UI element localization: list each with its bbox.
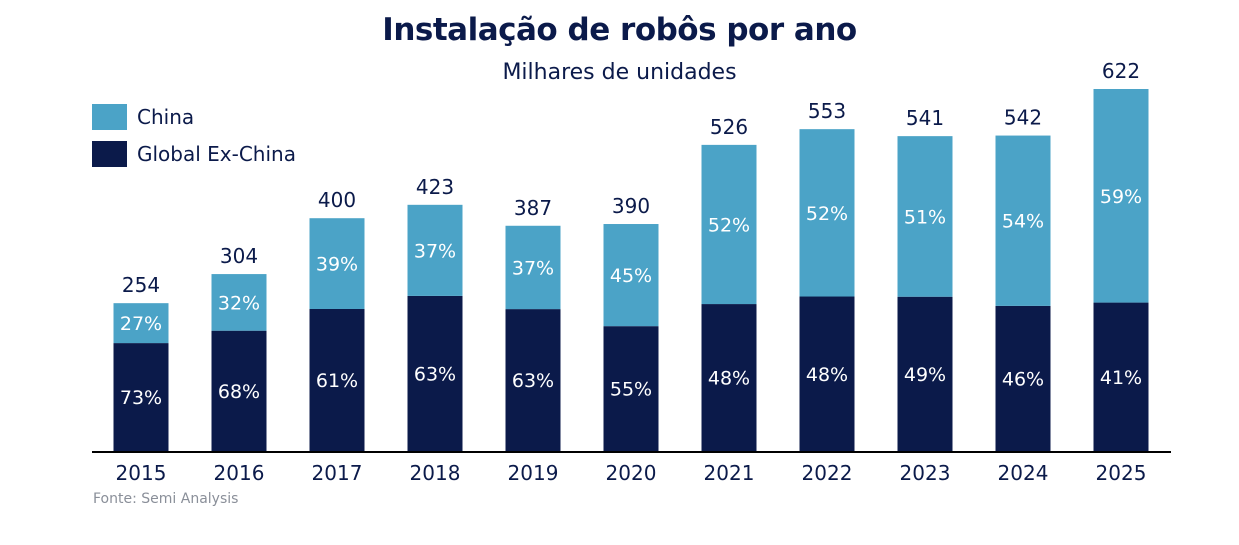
bar-china-2015 — [113, 303, 169, 344]
total-label-2023: 541 — [906, 106, 944, 130]
total-label-2018: 423 — [416, 175, 454, 199]
data-label-global-ex-china-2021: 48% — [708, 368, 750, 390]
x-tick-label-2019: 2019 — [508, 461, 559, 485]
x-tick-label-2017: 2017 — [312, 461, 363, 485]
bar-global-ex-china-2023 — [897, 296, 953, 451]
x-tick-label-2015: 2015 — [116, 461, 167, 485]
total-label-2019: 387 — [514, 196, 552, 220]
data-label-china-2023: 51% — [904, 206, 946, 228]
bar-china-2018 — [407, 204, 463, 296]
data-label-china-2025: 59% — [1100, 186, 1142, 208]
total-label-2016: 304 — [220, 244, 258, 268]
bar-global-ex-china-2019 — [505, 309, 561, 451]
legend-item-china: China — [92, 98, 296, 135]
bar-global-ex-china-2022 — [799, 296, 855, 451]
bar-global-ex-china-2025 — [1093, 302, 1149, 451]
bar-china-2022 — [799, 129, 855, 297]
data-label-global-ex-china-2020: 55% — [610, 379, 652, 401]
x-tick-label-2016: 2016 — [214, 461, 265, 485]
total-label-2024: 542 — [1004, 106, 1042, 130]
total-label-2025: 622 — [1102, 59, 1140, 83]
bar-china-2025 — [1093, 89, 1149, 303]
bar-global-ex-china-2016 — [211, 330, 267, 451]
x-tick-label-2022: 2022 — [802, 461, 853, 485]
data-label-china-2022: 52% — [806, 203, 848, 225]
legend-label-china: China — [137, 104, 195, 129]
x-tick-label-2025: 2025 — [1096, 461, 1147, 485]
x-tick-label-2020: 2020 — [606, 461, 657, 485]
bar-global-ex-china-2024 — [995, 305, 1051, 451]
bar-china-2023 — [897, 136, 953, 297]
bar-china-2024 — [995, 135, 1051, 306]
bar-china-2020 — [603, 224, 659, 327]
data-label-global-ex-china-2018: 63% — [414, 363, 456, 385]
bar-global-ex-china-2017 — [309, 308, 365, 451]
data-label-global-ex-china-2015: 73% — [120, 387, 162, 409]
data-label-china-2016: 32% — [218, 292, 260, 314]
total-label-2021: 526 — [710, 115, 748, 139]
legend-swatch-china — [92, 103, 127, 130]
data-label-china-2018: 37% — [414, 240, 456, 262]
legend-item-global-ex-china: Global Ex-China — [92, 135, 296, 172]
x-tick-label-2021: 2021 — [704, 461, 755, 485]
bar-china-2017 — [309, 218, 365, 309]
data-label-global-ex-china-2017: 61% — [316, 370, 358, 392]
total-label-2017: 400 — [318, 188, 356, 212]
x-tick-label-2024: 2024 — [998, 461, 1049, 485]
bar-china-2019 — [505, 225, 561, 310]
chart-subtitle: Milhares de unidades — [502, 60, 737, 85]
x-tick-label-2023: 2023 — [900, 461, 951, 485]
data-label-global-ex-china-2025: 41% — [1100, 367, 1142, 389]
total-label-2015: 254 — [122, 273, 160, 297]
data-label-global-ex-china-2022: 48% — [806, 364, 848, 386]
legend-label-global-ex-china: Global Ex-China — [137, 141, 296, 166]
data-label-global-ex-china-2024: 46% — [1002, 368, 1044, 390]
data-label-china-2015: 27% — [120, 313, 162, 335]
bar-global-ex-china-2021 — [701, 304, 757, 451]
legend-swatch-global-ex-china — [92, 140, 127, 167]
bar-global-ex-china-2015 — [113, 343, 169, 451]
bar-china-2016 — [211, 274, 267, 331]
data-label-china-2024: 54% — [1002, 211, 1044, 233]
data-label-china-2021: 52% — [708, 214, 750, 236]
data-label-global-ex-china-2016: 68% — [218, 381, 260, 403]
bar-global-ex-china-2020 — [603, 326, 659, 451]
data-label-china-2019: 37% — [512, 257, 554, 279]
source-note: Fonte: Semi Analysis — [93, 491, 239, 507]
total-label-2020: 390 — [612, 194, 650, 218]
data-label-china-2017: 39% — [316, 254, 358, 276]
bar-global-ex-china-2018 — [407, 295, 463, 451]
data-label-china-2020: 45% — [610, 265, 652, 287]
total-label-2022: 553 — [808, 99, 846, 123]
x-tick-label-2018: 2018 — [410, 461, 461, 485]
bar-china-2021 — [701, 144, 757, 305]
legend: China Global Ex-China — [92, 98, 296, 172]
data-label-global-ex-china-2019: 63% — [512, 370, 554, 392]
data-label-global-ex-china-2023: 49% — [904, 364, 946, 386]
chart-title: Instalação de robôs por ano — [382, 12, 857, 48]
